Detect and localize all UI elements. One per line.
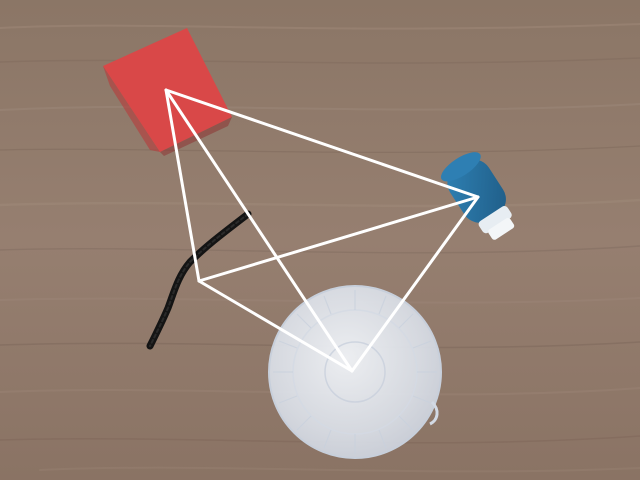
clear-plastic-lid [268,285,442,459]
black-rope [146,210,252,350]
blue-bottle [440,152,515,240]
white-tetrahedron-wireframe [164,88,480,373]
wood-grain [0,23,640,473]
